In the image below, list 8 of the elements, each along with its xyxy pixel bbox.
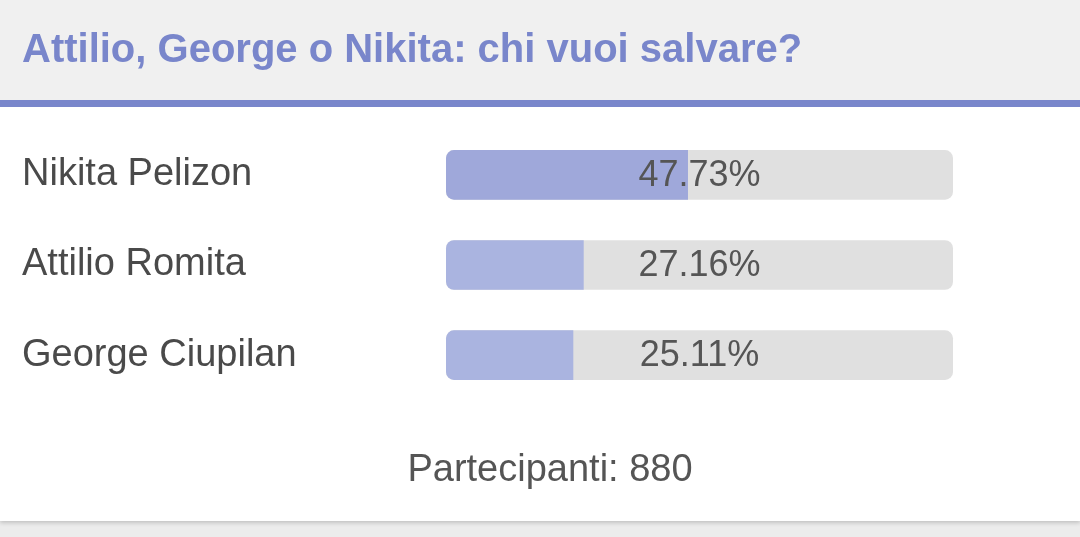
y-tick-label: Attilio Romita xyxy=(22,241,247,284)
data-label: 47.73% xyxy=(638,152,761,194)
text: Partecipanti: 880 xyxy=(407,446,693,490)
data-label: 27.16% xyxy=(638,242,761,284)
data-label: 25.11% xyxy=(639,333,760,375)
y-tick-label: George Ciupilan xyxy=(22,331,297,374)
chart-title: Attilio, George o Nikita: chi vuoi salvare? xyxy=(22,25,803,71)
y-tick-label: Nikita Pelizon xyxy=(22,151,253,194)
